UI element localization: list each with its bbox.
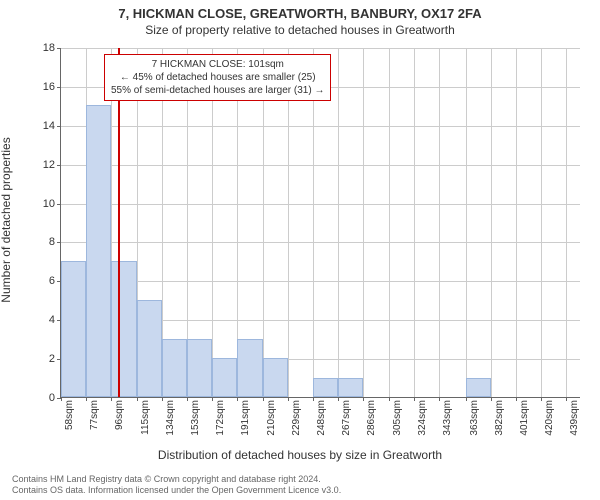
- gridline-h: [61, 126, 580, 127]
- histogram-bar: [187, 339, 212, 397]
- gridline-v: [516, 48, 517, 397]
- ytick-label: 14: [15, 120, 55, 132]
- xtick-mark: [313, 397, 314, 401]
- ytick-mark: [57, 126, 61, 127]
- xtick-mark: [86, 397, 87, 401]
- xtick-mark: [187, 397, 188, 401]
- ytick-label: 0: [15, 392, 55, 404]
- gridline-v: [466, 48, 467, 397]
- ytick-mark: [57, 204, 61, 205]
- xtick-mark: [111, 397, 112, 401]
- xtick-label: 77sqm: [89, 400, 100, 430]
- xtick-mark: [389, 397, 390, 401]
- xtick-mark: [466, 397, 467, 401]
- xtick-mark: [541, 397, 542, 401]
- xtick-label: 382sqm: [494, 400, 505, 436]
- ytick-label: 6: [15, 275, 55, 287]
- xtick-label: 248sqm: [316, 400, 327, 436]
- footer-attribution: Contains HM Land Registry data © Crown c…: [12, 474, 341, 496]
- ytick-label: 10: [15, 198, 55, 210]
- gridline-v: [491, 48, 492, 397]
- histogram-bar: [61, 261, 86, 397]
- xtick-mark: [516, 397, 517, 401]
- gridline-v: [439, 48, 440, 397]
- xtick-label: 229sqm: [291, 400, 302, 436]
- gridline-h: [61, 48, 580, 49]
- gridline-h: [61, 281, 580, 282]
- x-axis-label: Distribution of detached houses by size …: [0, 448, 600, 462]
- xtick-mark: [212, 397, 213, 401]
- histogram-bar: [263, 358, 288, 397]
- ytick-label: 2: [15, 353, 55, 365]
- xtick-label: 363sqm: [469, 400, 480, 436]
- histogram-bar: [466, 378, 491, 397]
- ytick-label: 16: [15, 81, 55, 93]
- xtick-label: 439sqm: [569, 400, 580, 436]
- xtick-mark: [137, 397, 138, 401]
- ytick-mark: [57, 87, 61, 88]
- gridline-h: [61, 242, 580, 243]
- xtick-mark: [162, 397, 163, 401]
- xtick-mark: [439, 397, 440, 401]
- gridline-v: [541, 48, 542, 397]
- xtick-label: 115sqm: [140, 400, 151, 435]
- chart-title-sub: Size of property relative to detached ho…: [0, 21, 600, 37]
- gridline-v: [414, 48, 415, 397]
- histogram-bar: [162, 339, 187, 397]
- ytick-mark: [57, 165, 61, 166]
- gridline-v: [363, 48, 364, 397]
- chart-container: 7, HICKMAN CLOSE, GREATWORTH, BANBURY, O…: [0, 0, 600, 500]
- ytick-label: 8: [15, 236, 55, 248]
- gridline-h: [61, 165, 580, 166]
- ytick-mark: [57, 48, 61, 49]
- gridline-v: [389, 48, 390, 397]
- annotation-line1: 7 HICKMAN CLOSE: 101sqm: [111, 58, 324, 71]
- xtick-label: 96sqm: [114, 400, 125, 430]
- xtick-label: 58sqm: [64, 400, 75, 430]
- annotation-box: 7 HICKMAN CLOSE: 101sqm ← 45% of detache…: [104, 54, 331, 101]
- xtick-label: 191sqm: [240, 400, 251, 436]
- chart-title-main: 7, HICKMAN CLOSE, GREATWORTH, BANBURY, O…: [0, 0, 600, 21]
- xtick-mark: [491, 397, 492, 401]
- xtick-mark: [363, 397, 364, 401]
- xtick-mark: [566, 397, 567, 401]
- xtick-label: 134sqm: [165, 400, 176, 436]
- histogram-bar: [86, 105, 111, 397]
- xtick-label: 286sqm: [366, 400, 377, 436]
- annotation-line3: 55% of semi-detached houses are larger (…: [111, 84, 324, 97]
- ytick-mark: [57, 242, 61, 243]
- xtick-label: 401sqm: [519, 400, 530, 436]
- ytick-label: 4: [15, 314, 55, 326]
- xtick-label: 267sqm: [341, 400, 352, 436]
- ytick-label: 12: [15, 159, 55, 171]
- footer-line1: Contains HM Land Registry data © Crown c…: [12, 474, 341, 485]
- xtick-mark: [338, 397, 339, 401]
- xtick-mark: [61, 397, 62, 401]
- gridline-h: [61, 204, 580, 205]
- histogram-bar: [111, 261, 136, 397]
- histogram-bar: [237, 339, 262, 397]
- xtick-mark: [288, 397, 289, 401]
- gridline-v: [566, 48, 567, 397]
- annotation-line2: ← 45% of detached houses are smaller (25…: [111, 71, 324, 84]
- y-axis-label: Number of detached properties: [0, 137, 13, 302]
- xtick-label: 343sqm: [442, 400, 453, 436]
- xtick-mark: [263, 397, 264, 401]
- histogram-bar: [313, 378, 338, 397]
- xtick-label: 305sqm: [392, 400, 403, 436]
- footer-line2: Contains OS data. Information licensed u…: [12, 485, 341, 496]
- ytick-label: 18: [15, 42, 55, 54]
- histogram-bar: [338, 378, 363, 397]
- histogram-bar: [212, 358, 237, 397]
- xtick-mark: [414, 397, 415, 401]
- xtick-label: 172sqm: [215, 400, 226, 436]
- gridline-v: [338, 48, 339, 397]
- histogram-bar: [137, 300, 162, 397]
- xtick-label: 153sqm: [190, 400, 201, 436]
- xtick-label: 210sqm: [266, 400, 277, 436]
- xtick-label: 324sqm: [417, 400, 428, 436]
- xtick-label: 420sqm: [544, 400, 555, 436]
- xtick-mark: [237, 397, 238, 401]
